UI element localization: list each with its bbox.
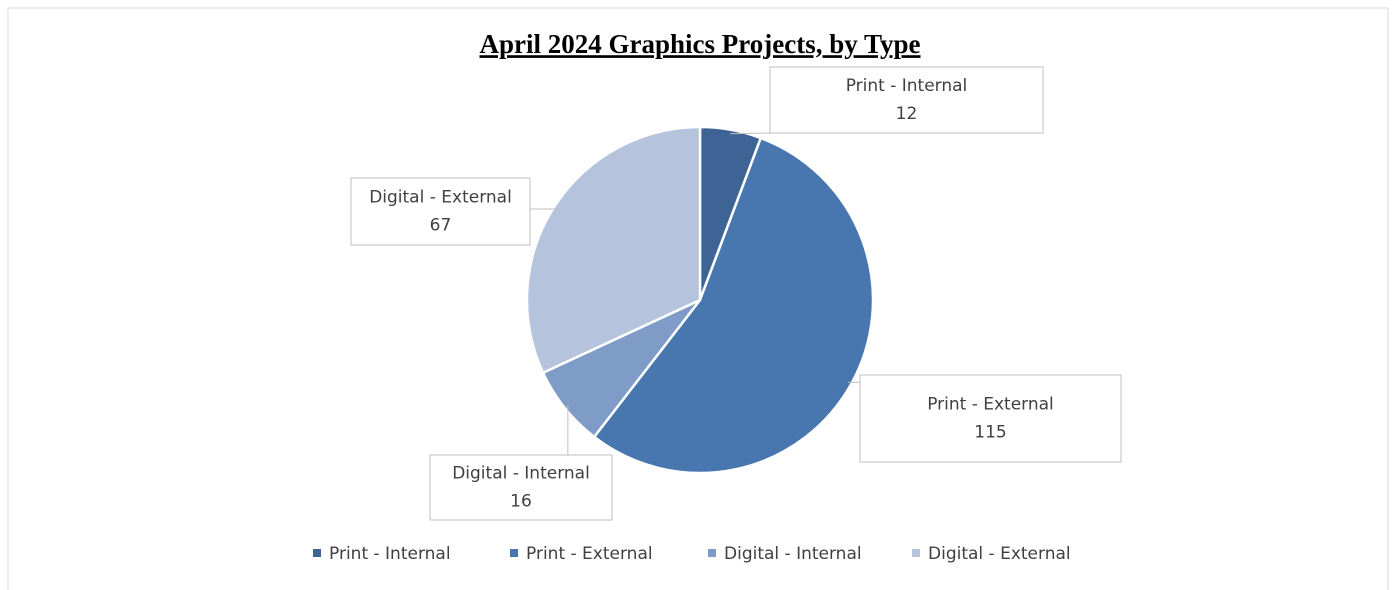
legend-marker: [708, 549, 716, 557]
pie-slice: [525, 125, 702, 375]
legend-marker: [510, 549, 518, 557]
callout-pointer: [730, 132, 771, 135]
data-label-value: 67: [430, 216, 452, 236]
data-label-value: 16: [510, 492, 532, 512]
callout-box: [350, 177, 531, 246]
callout-box: [429, 454, 613, 521]
data-label-value: 115: [974, 423, 1006, 443]
callout-box: [769, 66, 1044, 134]
legend-label: Digital - Internal: [724, 544, 862, 564]
chart-border: [7, 7, 1389, 590]
legend-label: Print - Internal: [329, 544, 451, 564]
legend-label: Digital - External: [928, 544, 1071, 564]
legend-marker: [912, 549, 920, 557]
data-label-name: Digital - Internal: [452, 464, 590, 484]
data-label-name: Digital - External: [369, 188, 512, 208]
data-label-value: 12: [896, 104, 918, 124]
pie-slice: [592, 136, 875, 475]
callout-box: [859, 374, 1122, 463]
legend-label: Print - External: [526, 544, 653, 564]
legend-marker: [313, 549, 321, 557]
data-label-name: Print - External: [927, 395, 1054, 415]
chart-title: April 2024 Graphics Projects, by Type: [480, 29, 921, 59]
data-label-name: Print - Internal: [846, 76, 968, 96]
